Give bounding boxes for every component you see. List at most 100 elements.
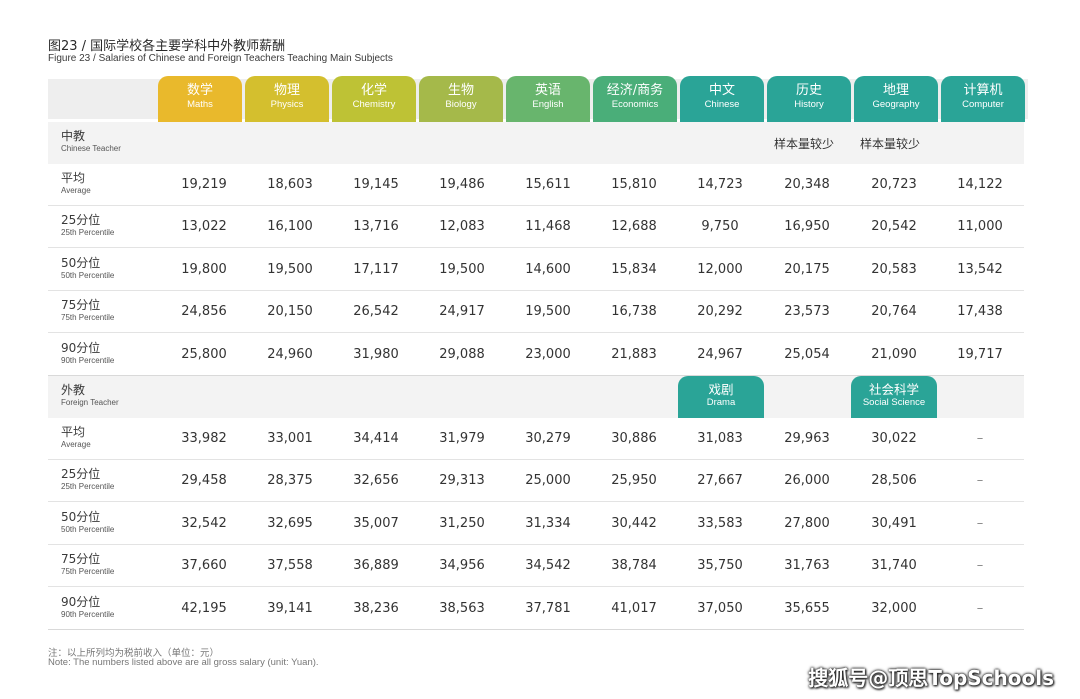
table-cell: 31,083 [697,431,743,446]
row-label: 75分位 75th Percentile [61,552,114,577]
table-cell: 26,000 [784,473,830,489]
section-label-zh: 外教 [61,383,86,397]
row-label: 90分位 90th Percentile [61,341,114,366]
row-label-en: Average [61,186,91,195]
table-cell: 16,100 [267,219,313,235]
table-cell: 20,723 [871,177,917,192]
table-cell: 27,800 [784,515,830,531]
table-cell: 19,486 [439,177,485,192]
tab-drama-zh: 戏剧 [708,382,734,397]
table-cell: 42,195 [181,600,227,616]
subject-name-zh: 数学 [186,83,213,98]
subject-header-english: 英语 English [506,76,590,122]
tab-drama-en: Drama [706,397,736,408]
table-row: 平均 Average 19,219 18,603 19,145 19,486 15,611 1… [48,164,1024,206]
table-row: 90分位 90th Percentile 42,195 39,141 38,236 38,… [48,587,1024,630]
table-cell: 14,723 [697,177,743,192]
tab-social-science: 社会科学 Social Science [851,376,937,418]
section-label-zh: 中教 [61,129,86,143]
table-cell: 11,468 [525,219,571,235]
tab-drama: 戏剧 Drama [678,376,764,418]
table-row: 50分位 50th Percentile 32,542 32,695 35,007 31,… [48,502,1024,545]
table-cell: 37,050 [697,600,743,616]
table-cell: 31,334 [525,515,571,531]
subject-name-en: Chinese [704,99,740,110]
table-cell: 20,764 [871,304,917,320]
subject-name-en: Geography [872,99,920,110]
table-cell: 27,667 [697,473,743,489]
table-cell: 30,279 [525,431,571,446]
subject-name-zh: 计算机 [963,83,1003,98]
subject-name-en: Physics [270,99,304,110]
row-label-zh: 75分位 [61,552,101,567]
row-label: 90分位 90th Percentile [61,595,114,620]
table-cell: 13,542 [957,261,1003,277]
table-cell: 38,563 [439,600,485,616]
table-row: 90分位 90th Percentile 25,800 24,960 31,980 29,… [48,333,1024,376]
table-cell: 39,141 [267,600,313,616]
table-cell: 25,950 [611,473,657,489]
table-row: 50分位 50th Percentile 19,800 19,500 17,117 19,… [48,248,1024,291]
table-cell: 13,022 [181,219,227,235]
table-cell: 11,000 [957,219,1003,235]
table-cell: 19,717 [957,346,1003,362]
subject-name-zh: 化学 [360,83,387,98]
table-cell: 25,000 [525,473,571,489]
row-label-zh: 90分位 [61,594,101,609]
row-label-en: 50th Percentile [61,270,115,280]
table-cell: 32,542 [181,515,227,531]
table-row: 75分位 75th Percentile 24,856 20,150 26,542 24,… [48,291,1024,334]
table-row: 平均 Average 33,982 33,001 34,414 31,979 30,279 3… [48,418,1024,460]
subject-name-zh: 地理 [882,83,909,98]
row-label-zh: 50分位 [61,509,101,524]
row-label-zh: 90分位 [61,340,101,355]
table-cell: 21,090 [871,346,917,362]
table-cell: 38,236 [353,600,399,616]
table-cell: 30,442 [611,515,657,531]
subject-name-zh: 历史 [795,83,822,98]
table-cell: 12,000 [697,261,743,277]
subject-header-physics: 物理 Physics [245,76,329,122]
table-cell: 28,375 [267,473,313,489]
subject-header-chemistry: 化学 Chemistry [332,76,416,122]
table-cell: 17,117 [353,261,399,277]
subject-name-en: History [794,99,824,110]
table-cell: 16,738 [611,304,657,320]
table-cell: 20,542 [871,219,917,235]
section-label-en: Foreign Teacher [61,398,119,407]
table-cell: 28,506 [871,473,917,489]
table-cell: 31,980 [353,346,399,362]
table-cell: – [976,558,984,574]
row-label: 75分位 75th Percentile [61,298,114,323]
subject-name-zh: 英语 [534,83,561,98]
figure-title-zh: 图23 / 国际学校各主要学科中外教师薪酬 [48,39,286,54]
section-label: 中教 Chinese Teacher [61,129,121,154]
tab-social-science-zh: 社会科学 [868,382,919,397]
subject-name-zh: 中文 [708,83,735,98]
table-cell: 23,000 [525,346,571,362]
table-cell: 34,956 [439,558,485,574]
section-label-en: Chinese Teacher [61,144,121,153]
table-cell: 31,250 [439,515,485,531]
table-cell: 33,982 [181,431,227,446]
table-cell: – [976,600,984,616]
table-cell: 31,979 [439,431,485,446]
table-cell: 30,022 [871,431,917,446]
table-cell: 30,491 [871,515,917,531]
subject-name-zh: 生物 [447,83,474,98]
footnote-zh: 注：以上所列均为税前收入（单位：元） [48,648,220,659]
table-cell: 20,150 [267,304,313,320]
table-cell: 25,054 [784,346,830,362]
row-label-en: 90th Percentile [61,609,115,619]
table-cell: 24,967 [697,346,743,362]
table-cell: 38,784 [611,558,657,574]
table-cell: 15,834 [611,261,657,277]
subject-name-en: Chemistry [352,99,396,110]
row-label-en: 90th Percentile [61,355,115,365]
table-cell: 35,655 [784,600,830,616]
row-label: 平均 Average [61,425,91,450]
table-cell: 30,886 [611,431,657,446]
table-cell: 20,583 [871,261,917,277]
table-row: 75分位 75th Percentile 37,660 37,558 36,889 34,… [48,545,1024,588]
figure-title-en: Figure 23 / Salaries of Chinese and Fore… [48,53,393,64]
